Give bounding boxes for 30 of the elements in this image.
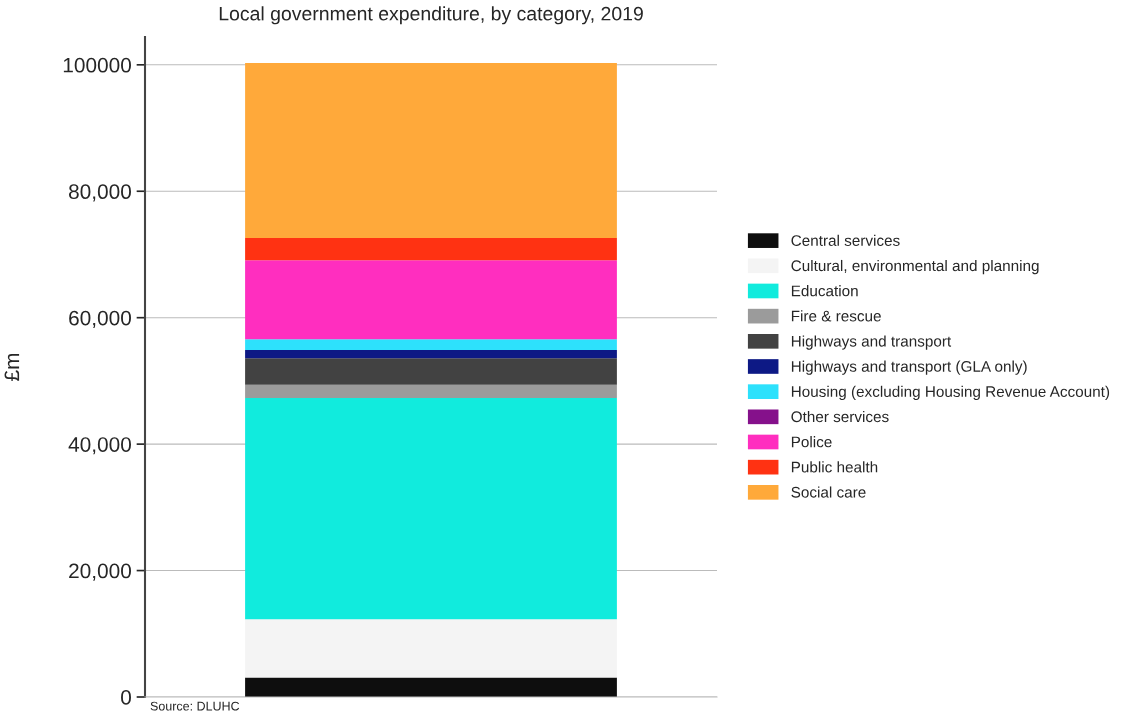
y-tick-label: 100000 [63, 57, 131, 73]
bar [245, 349, 617, 359]
legend-label: Police [791, 436, 832, 448]
legend-label: Fire & rescue [791, 310, 881, 322]
legend-label: Social care [791, 486, 866, 498]
y-tick-label: 40,000 [68, 437, 131, 455]
legend-label: Central services [791, 234, 900, 246]
chart-title: Local government expenditure, by category, 2019 [219, 6, 643, 25]
legend-label: Highways and transport (GLA only) [791, 360, 1027, 375]
y-tick-label: 0 [121, 690, 131, 705]
bar [245, 384, 617, 398]
legend-label: Public health [791, 461, 878, 473]
legend-label: Housing (excluding Housing Revenue Account) [791, 385, 1110, 401]
bar [245, 358, 617, 385]
bar [245, 260, 617, 340]
source-note: Source: DLUHC [150, 701, 240, 711]
y-tick-label: 20,000 [69, 563, 131, 581]
bar [245, 619, 617, 678]
y-tick-label: 60,000 [69, 310, 131, 328]
bar [245, 238, 617, 261]
bar [245, 62, 617, 239]
legend-label: Education [791, 285, 858, 297]
legend-label: Highways and transport [791, 335, 952, 350]
legend-label: Cultural, environmental and planning [791, 259, 1039, 275]
bar [245, 397, 617, 620]
y-tick-label: 80,000 [69, 184, 131, 202]
y-axis-title: £m [4, 353, 20, 381]
bar [245, 339, 617, 350]
legend-label: Other services [791, 410, 889, 423]
bar [245, 677, 617, 697]
